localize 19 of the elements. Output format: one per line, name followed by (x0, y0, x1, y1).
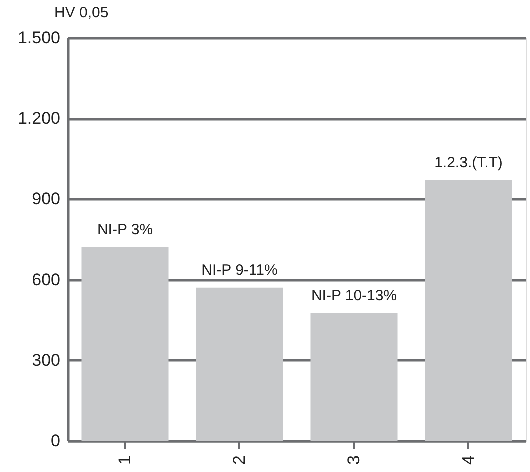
y-tick-label: 600 (32, 270, 60, 290)
annotation: NI-P 10-13% (311, 287, 398, 304)
bar (425, 180, 512, 441)
bar (310, 313, 398, 441)
annotation: 1.2.3.(T.T) (434, 154, 503, 172)
x-tick-label: 4 (458, 456, 478, 465)
x-tick-label: 2 (230, 456, 249, 465)
y-axis-title: HV 0,05 (54, 4, 109, 22)
y-tick-label: 300 (32, 350, 60, 370)
y-tick-label: 0 (51, 432, 60, 450)
bar (196, 288, 284, 441)
bar (82, 248, 169, 441)
y-tick-label: 900 (32, 190, 60, 209)
annotation: NI-P 9-11% (202, 262, 278, 279)
y-tick-label: 1.500 (18, 28, 60, 48)
x-tick-label: 3 (344, 456, 364, 465)
annotation: NI-P 3% (97, 222, 154, 239)
y-tick-label: 1.200 (18, 109, 60, 128)
x-tick-label: 1 (115, 456, 134, 465)
